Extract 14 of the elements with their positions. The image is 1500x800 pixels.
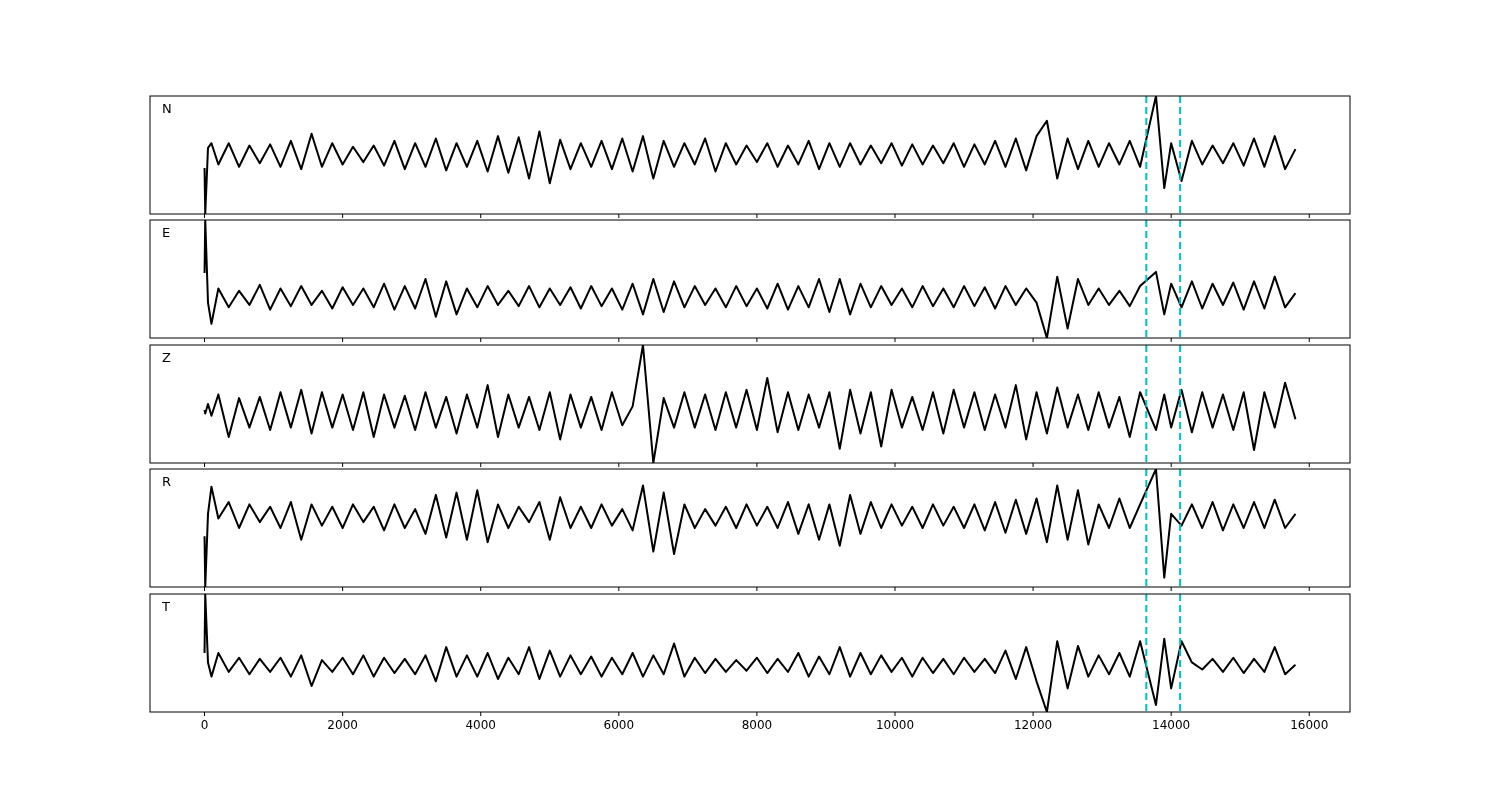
x-tick-label: 8000 bbox=[741, 718, 773, 732]
chart-title: T bbox=[161, 599, 170, 614]
x-tick-label: 10000 bbox=[875, 718, 915, 732]
x-tick-label: 0 bbox=[200, 718, 209, 732]
chart-title: N bbox=[162, 101, 172, 116]
x-tick-label: 2000 bbox=[327, 718, 358, 732]
x-tick-label: 12000 bbox=[1013, 718, 1053, 732]
chart-title: E bbox=[162, 225, 171, 240]
chart-title: R bbox=[162, 474, 172, 489]
x-tick-label: 14000 bbox=[1152, 718, 1191, 732]
x-tick-label: 6000 bbox=[603, 718, 635, 732]
x-tick-label: 16000 bbox=[1290, 718, 1329, 732]
chart-title: Z bbox=[162, 350, 171, 365]
x-tick-label: 4000 bbox=[465, 718, 496, 732]
